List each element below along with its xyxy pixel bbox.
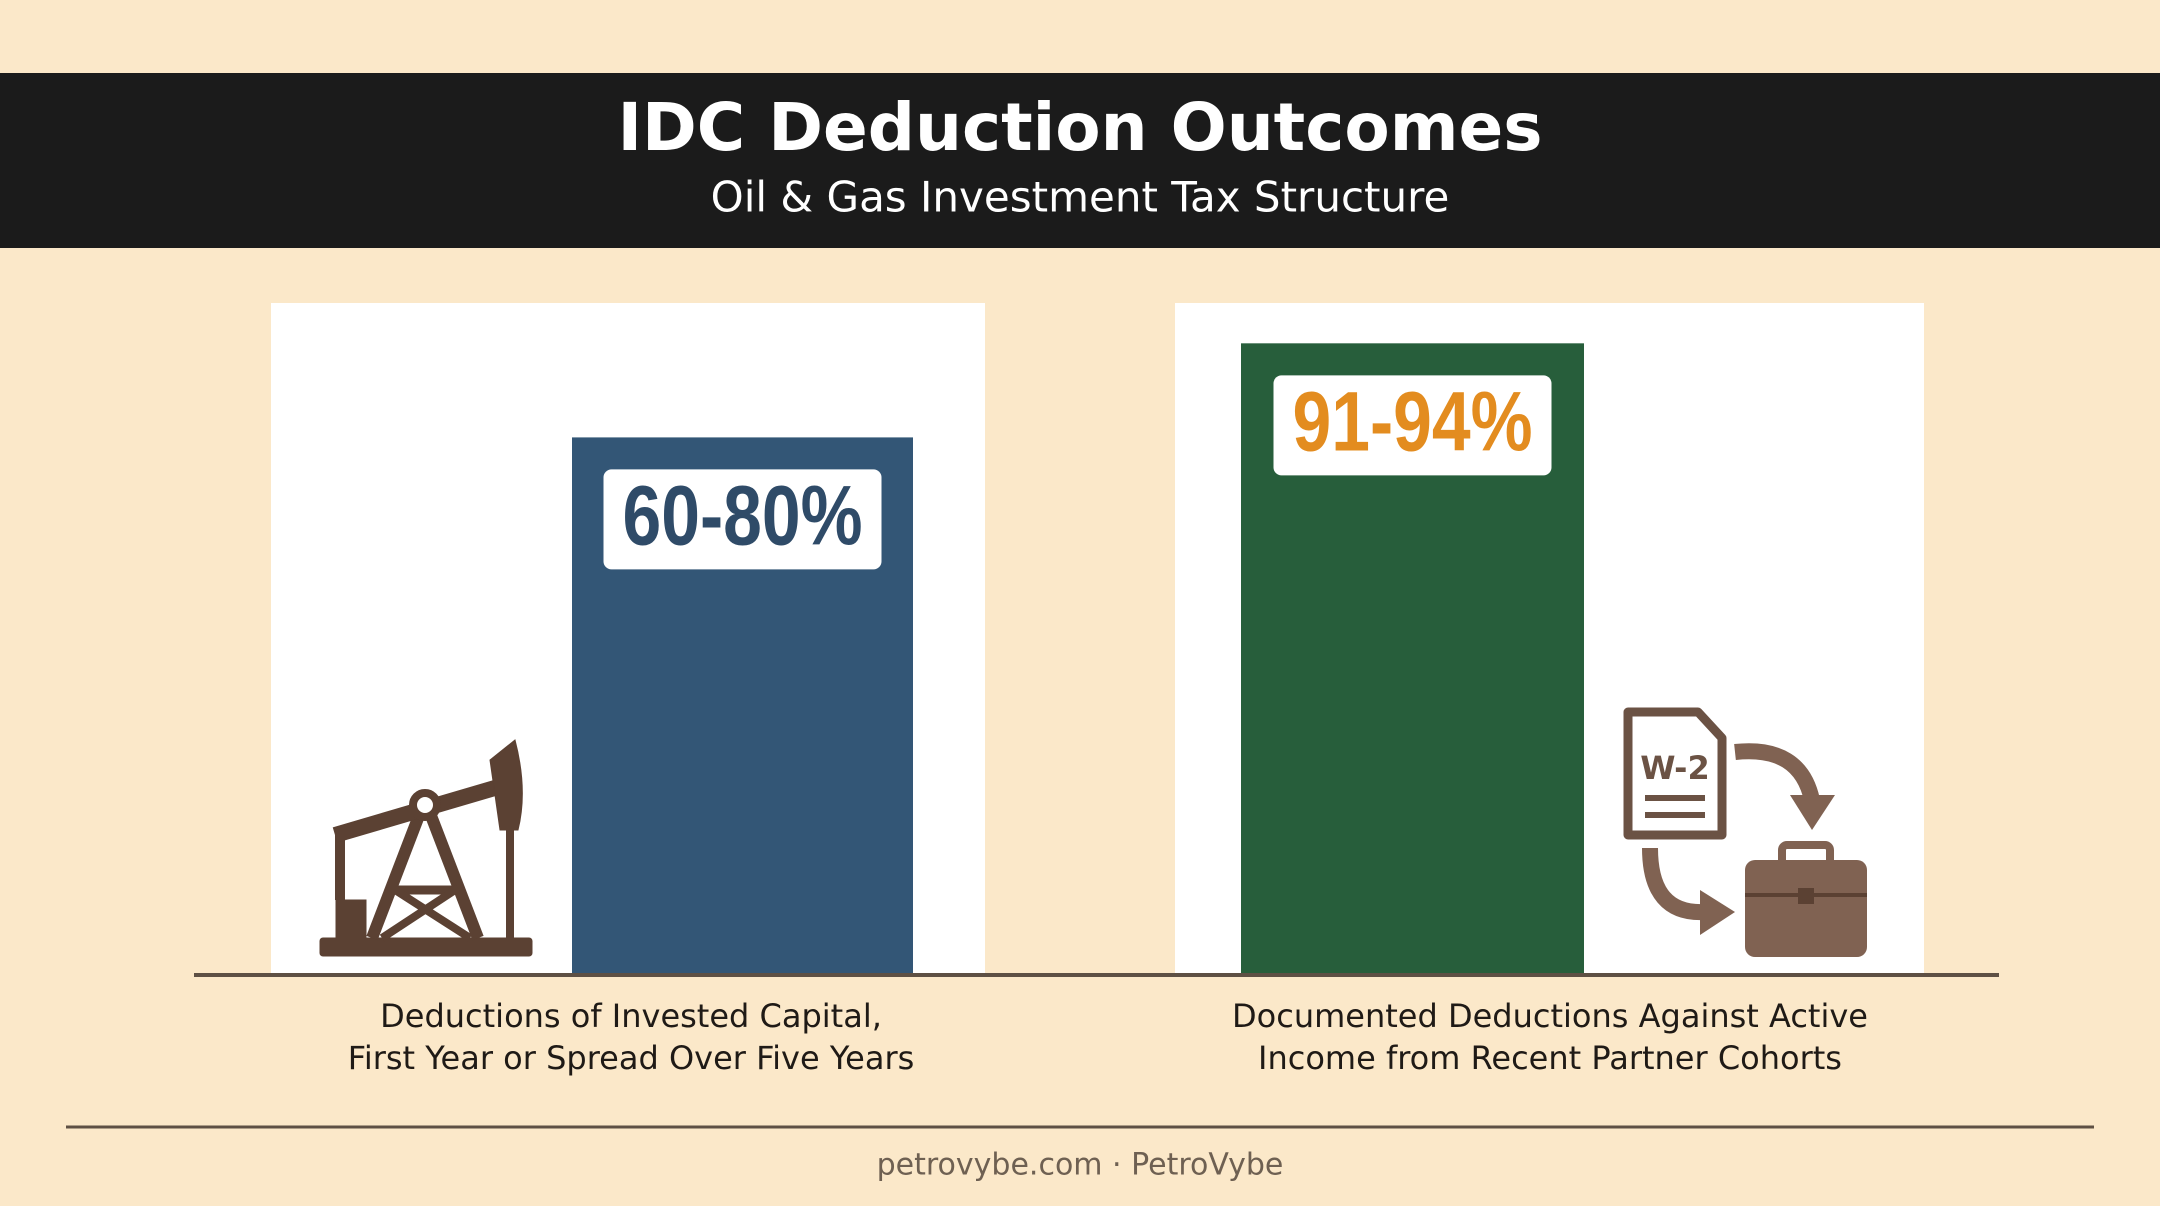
value-label: 60-80%: [623, 469, 863, 563]
tax-icon: W-2: [1623, 707, 1867, 957]
category-label: Deductions of Invested Capital,: [380, 997, 882, 1035]
pump-jack-icon: [319, 739, 533, 957]
footer: petrovybe.com · PetroVybe: [877, 1148, 1284, 1183]
category-label: Documented Deductions Against Active: [1232, 997, 1868, 1035]
icon-label: W-2: [1640, 749, 1709, 787]
category-label: Income from Recent Partner Cohorts: [1258, 1039, 1842, 1077]
chart-subtitle: Oil & Gas Investment Tax Structure: [711, 173, 1450, 222]
category-label: First Year or Spread Over Five Years: [348, 1039, 915, 1077]
value-label: 91-94%: [1293, 375, 1533, 469]
chart-title: IDC Deduction Outcomes: [617, 89, 1542, 166]
header-band: [0, 73, 2160, 248]
value-label-box: [1273, 375, 1552, 476]
value-label-box: [603, 469, 882, 570]
